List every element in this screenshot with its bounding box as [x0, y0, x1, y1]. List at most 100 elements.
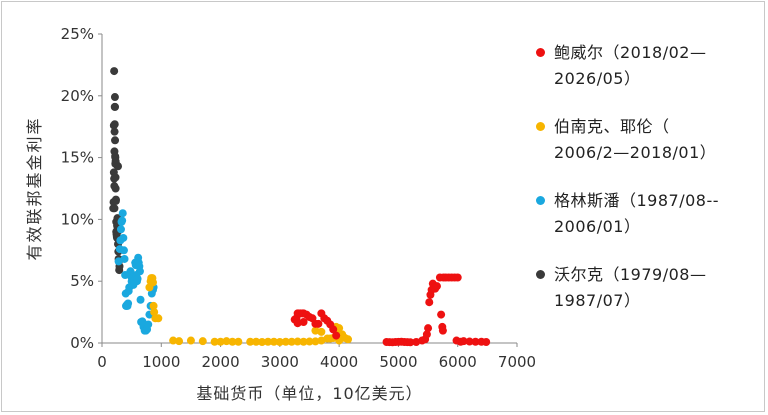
x-tick-label: 0 — [97, 353, 107, 371]
legend-item: 伯南克、耶伦（ 2006/2—2018/01） — [532, 114, 762, 166]
legend-label: 沃尔克（1979/08— — [554, 265, 707, 284]
data-point-series — [234, 337, 243, 346]
y-tick-label: 0% — [70, 334, 94, 352]
data-point-1979 — [110, 204, 119, 213]
data-point-1987 — [118, 209, 127, 218]
legend-item: 格林斯潘（1987/08-- 2006/01） — [532, 188, 762, 240]
data-point-1987 — [119, 246, 128, 255]
data-point-series — [150, 308, 159, 317]
y-tick-label: 10% — [61, 210, 94, 228]
data-point-1979 — [110, 93, 119, 102]
data-point-series — [228, 337, 237, 346]
y-axis-label: 有效联邦基金利率 — [25, 116, 44, 260]
x-axis-label: 基础货币（单位，10亿美元） — [196, 384, 422, 403]
data-point-series — [299, 337, 308, 346]
data-point-1987 — [116, 225, 125, 234]
data-point-2018 — [482, 338, 491, 347]
data-point-2018 — [299, 317, 308, 326]
legend-label: 格林斯潘（1987/08-- — [554, 191, 720, 210]
data-point-2018 — [459, 337, 468, 346]
legend-marker — [536, 196, 545, 205]
legend-item: 鲍威尔（2018/02— 2026/05） — [532, 40, 762, 92]
data-point-1979 — [111, 196, 120, 205]
x-tick-label: 4000 — [320, 353, 358, 371]
data-point-series — [281, 337, 290, 346]
data-point-1987 — [118, 216, 127, 225]
data-point-2018 — [437, 310, 446, 319]
data-point-series — [317, 327, 326, 336]
data-point-series — [186, 336, 195, 345]
data-point-1987 — [144, 320, 153, 329]
data-point-1979 — [110, 127, 119, 136]
axes: 0% 5% 10% 15% 20% 25% 0 1000 2000 3000 4000 5000 600… — [61, 25, 536, 371]
data-point-1979 — [111, 173, 120, 182]
data-point-1987 — [135, 267, 144, 276]
data-point-series — [264, 337, 272, 346]
x-tick-label: 2000 — [201, 353, 239, 371]
legend-marker — [536, 270, 545, 279]
data-point-2018 — [465, 337, 474, 346]
data-point-2018 — [332, 331, 341, 340]
data-point-series — [246, 337, 255, 346]
legend-label: 2026/05） — [554, 69, 641, 88]
data-point-2018 — [425, 298, 434, 307]
data-point-1979 — [111, 184, 120, 193]
legend-label: 2006/2—2018/01） — [554, 143, 717, 162]
data-point-series — [275, 338, 284, 347]
data-point-2018 — [424, 324, 433, 333]
legend-marker — [536, 122, 545, 131]
x-tick-label: 3000 — [261, 353, 299, 371]
x-tick-label: 5000 — [379, 353, 417, 371]
data-point-1979 — [110, 67, 119, 76]
data-point-2018 — [406, 338, 415, 347]
data-point-series — [222, 337, 231, 346]
data-point-series — [293, 337, 302, 346]
data-point-series — [210, 337, 219, 346]
data-point-series — [269, 337, 278, 346]
data-point-series — [311, 326, 320, 335]
data-point-1987 — [124, 299, 133, 308]
data-point-series — [258, 338, 267, 347]
data-point-2018 — [422, 330, 431, 339]
data-point-1987 — [119, 233, 128, 242]
data-point-2018 — [314, 319, 323, 328]
data-point-2018 — [293, 319, 302, 328]
legend-marker — [536, 48, 545, 57]
data-point-series — [175, 337, 184, 346]
legend-label: 2006/01） — [554, 217, 641, 236]
data-point-series — [216, 337, 225, 346]
data-point-series — [169, 336, 178, 345]
legend-label: 鲍威尔（2018/02— — [554, 43, 707, 62]
legend-item: 沃尔克（1979/08— 1987/07） — [532, 262, 762, 314]
data-point-1987 — [120, 254, 129, 263]
y-tick-label: 15% — [61, 149, 94, 167]
data-point-1979 — [111, 136, 120, 145]
data-point-series — [287, 337, 296, 346]
data-point-2018 — [471, 337, 480, 346]
data-point-1979 — [111, 102, 120, 111]
data-point-2018 — [438, 326, 447, 335]
x-tick-label: 1000 — [142, 353, 180, 371]
data-point-series — [252, 337, 261, 346]
data-point-series — [311, 337, 320, 346]
data-point-1979 — [114, 162, 123, 171]
data-point-series — [305, 337, 314, 346]
data-point-1987 — [136, 295, 145, 304]
data-point-1979 — [110, 120, 119, 129]
data-point-series — [344, 335, 353, 344]
data-point-series — [149, 301, 158, 310]
x-tick-label: 7000 — [498, 353, 536, 371]
data-point-2018 — [453, 273, 462, 282]
data-point-1987 — [133, 274, 142, 283]
legend-label: 伯南克、耶伦（ — [554, 117, 670, 136]
data-point-series — [154, 314, 163, 323]
data-points — [109, 67, 491, 347]
data-point-2018 — [329, 325, 338, 334]
y-tick-label: 5% — [70, 272, 94, 290]
data-point-series — [198, 337, 207, 346]
legend: 鲍威尔（2018/02— 2026/05） 伯南克、耶伦（ 2006/2—2018/0… — [532, 40, 762, 336]
data-point-series — [148, 278, 157, 287]
legend-label: 1987/07） — [554, 291, 641, 310]
data-point-2018 — [432, 282, 441, 291]
